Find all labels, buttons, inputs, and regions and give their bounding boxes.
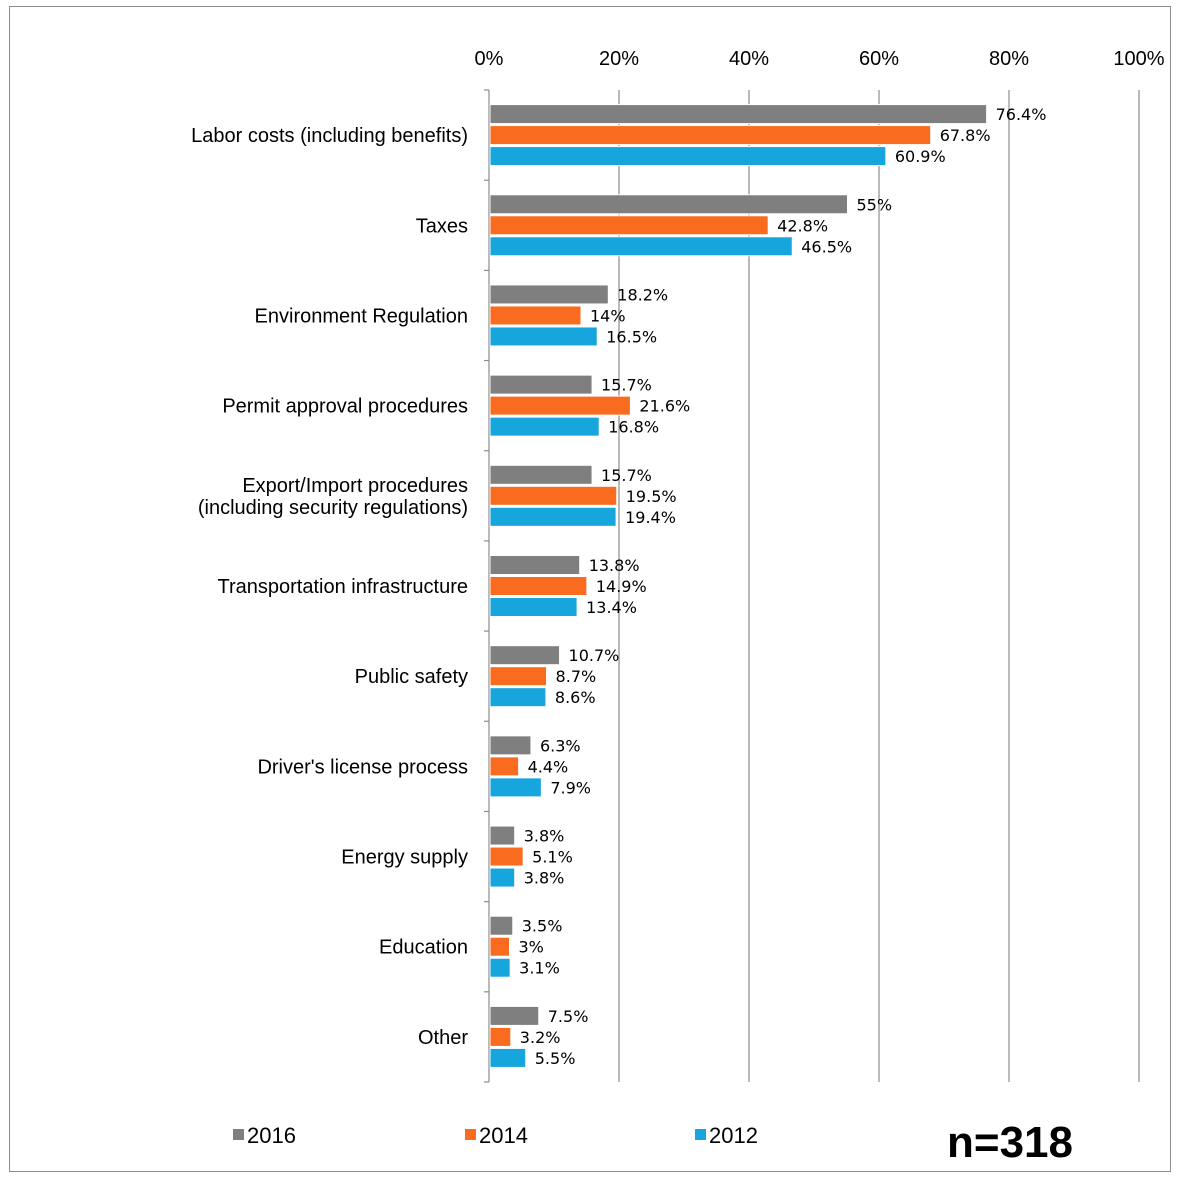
data-label: 60.9%: [895, 147, 946, 166]
category-label: Driver's license process: [257, 756, 468, 778]
category-label: Environment Regulation: [255, 305, 468, 327]
data-label: 55%: [857, 195, 893, 214]
bar-2012: [489, 416, 600, 437]
bar-2014: [489, 846, 524, 867]
bar-2014: [489, 1026, 512, 1047]
bar-2012: [489, 326, 598, 347]
data-label: 8.6%: [555, 688, 596, 707]
bar-2012: [489, 506, 617, 527]
bar-2016: [489, 555, 581, 575]
bar-2016: [489, 464, 593, 485]
bar-2014: [489, 215, 769, 236]
legend-label-2016: 2016: [247, 1123, 296, 1148]
data-label: 16.5%: [606, 327, 657, 346]
legend-label-2012: 2012: [709, 1123, 758, 1148]
bar-2014: [489, 756, 520, 777]
bar-2014: [489, 666, 548, 687]
data-label: 3.2%: [520, 1028, 561, 1047]
category-label: Labor costs (including benefits): [191, 125, 468, 147]
legend: 2016 2014 2012: [233, 1123, 758, 1148]
bars: 76.4% 67.8% 60.9% 55% 42.8% 46.5% 18.2% 14% 16.5…: [489, 104, 1047, 1068]
bar-2016: [489, 284, 609, 305]
legend-swatch-2012: [695, 1129, 706, 1140]
data-label: 15.7%: [601, 376, 652, 395]
bar-2014: [489, 395, 631, 416]
x-tick-label: 80%: [989, 48, 1029, 70]
data-label: 5.1%: [532, 848, 573, 867]
bar-2012: [489, 687, 547, 708]
data-label: 7.5%: [548, 1007, 589, 1026]
bar-2012: [489, 597, 578, 617]
data-label: 7.9%: [550, 778, 591, 797]
data-label: 18.2%: [617, 285, 668, 304]
x-tick-label: 0%: [475, 48, 504, 70]
sample-size-note: n=318: [947, 1118, 1073, 1167]
data-label: 10.7%: [569, 646, 620, 665]
data-label: 19.4%: [625, 508, 676, 527]
category-label: Permit approval procedures: [222, 396, 468, 418]
bar-2016: [489, 735, 532, 756]
data-label: 4.4%: [528, 757, 569, 776]
bar-2016: [489, 915, 514, 936]
bar-2012: [489, 957, 511, 978]
data-label: 46.5%: [801, 237, 852, 256]
category-label: Export/Import procedures (including secur…: [198, 475, 468, 519]
bar-2014: [489, 936, 510, 957]
bar-2014: [489, 305, 582, 326]
bar-2014: [489, 576, 588, 596]
data-label: 3%: [519, 938, 544, 957]
category-label: Taxes: [416, 215, 468, 237]
data-label: 3.1%: [519, 959, 560, 978]
x-tick-label: 60%: [859, 48, 899, 70]
data-label: 8.7%: [556, 667, 597, 686]
data-label: 3.8%: [524, 869, 565, 888]
data-label: 14%: [590, 306, 626, 325]
data-label: 76.4%: [996, 105, 1047, 124]
bar-2016: [489, 1005, 540, 1026]
data-label: 3.5%: [522, 917, 563, 936]
legend-swatch-2016: [233, 1129, 244, 1140]
bar-2014: [489, 485, 618, 506]
x-tick-label: 40%: [729, 48, 769, 70]
bar-2014: [489, 125, 932, 146]
data-label: 6.3%: [540, 736, 581, 755]
data-label: 15.7%: [601, 466, 652, 485]
bar-2012: [489, 777, 542, 798]
legend-swatch-2014: [465, 1129, 476, 1140]
data-label: 42.8%: [777, 216, 828, 235]
data-label: 14.9%: [596, 577, 647, 596]
bar-2012: [489, 236, 793, 257]
x-tick-label: 100%: [1113, 48, 1164, 70]
category-label: Transportation infrastructure: [218, 576, 468, 598]
bar-2016: [489, 104, 988, 125]
bar-2016: [489, 645, 561, 666]
data-label: 5.5%: [535, 1049, 576, 1068]
category-label: Public safety: [355, 666, 468, 688]
bar-2012: [489, 867, 516, 888]
bar-2012: [489, 146, 887, 167]
data-label: 13.4%: [586, 598, 637, 617]
data-label: 16.8%: [608, 418, 659, 437]
x-tick-label: 20%: [599, 48, 639, 70]
data-label: 21.6%: [639, 397, 690, 416]
data-label: 3.8%: [524, 827, 565, 846]
data-label: 13.8%: [589, 556, 640, 575]
category-label: Education: [379, 937, 468, 959]
data-label: 19.5%: [626, 487, 677, 506]
bar-2016: [489, 374, 593, 395]
data-label: 67.8%: [940, 126, 991, 145]
bar-2016: [489, 194, 848, 215]
category-label: Energy supply: [341, 847, 468, 869]
x-axis-ticks: 0% 20% 40% 60% 80% 100%: [475, 48, 1165, 70]
bar-2012: [489, 1047, 527, 1068]
legend-label-2014: 2014: [479, 1123, 528, 1148]
bar-2016: [489, 825, 516, 846]
category-label: Other: [418, 1027, 468, 1049]
category-labels: Labor costs (including benefits) Taxes Env…: [191, 125, 468, 1049]
